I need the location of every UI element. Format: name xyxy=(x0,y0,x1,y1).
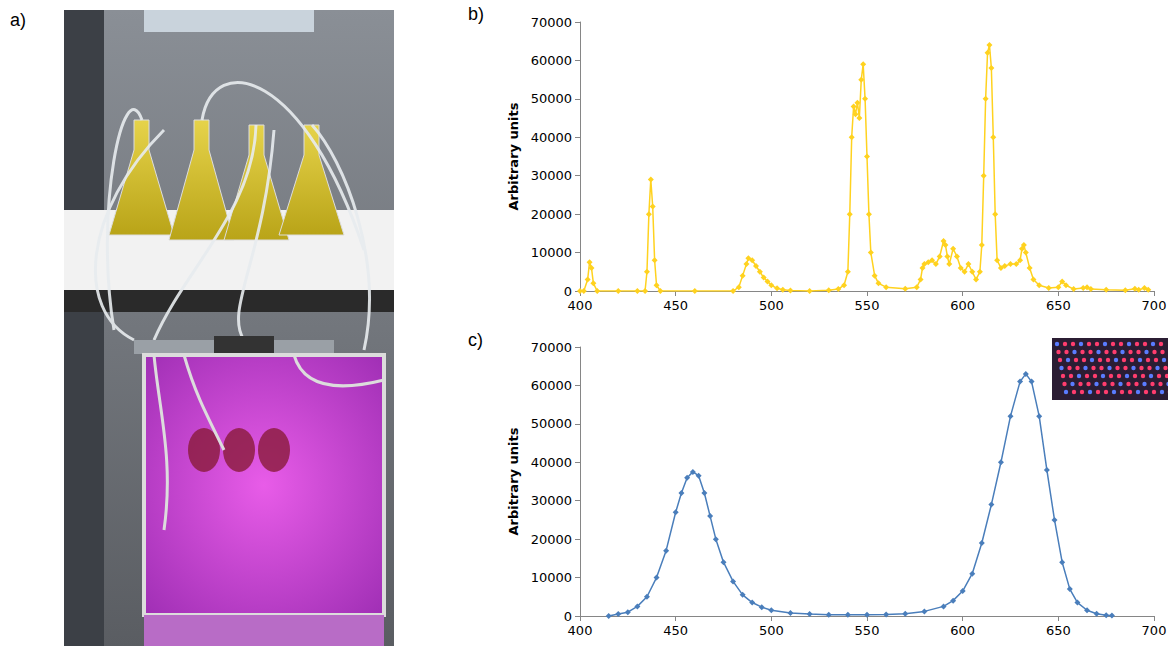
svg-text:30000: 30000 xyxy=(531,493,572,508)
svg-text:400: 400 xyxy=(568,623,593,638)
svg-text:70000: 70000 xyxy=(531,340,572,355)
svg-text:50000: 50000 xyxy=(531,91,572,106)
svg-text:50000: 50000 xyxy=(531,416,572,431)
svg-text:450: 450 xyxy=(663,623,688,638)
html-text:a): a) xyxy=(10,10,26,30)
svg-text:60000: 60000 xyxy=(531,53,572,68)
svg-text:60000: 60000 xyxy=(531,378,572,393)
svg-text:20000: 20000 xyxy=(531,207,572,222)
svg-text:650: 650 xyxy=(1046,623,1071,638)
svg-text:700: 700 xyxy=(1142,298,1167,313)
svg-text:10000: 10000 xyxy=(531,570,572,585)
svg-text:0: 0 xyxy=(564,609,572,624)
svg-text:550: 550 xyxy=(855,623,880,638)
svg-text:450: 450 xyxy=(663,298,688,313)
svg-text:Arbitrary units: Arbitrary units xyxy=(506,102,521,210)
svg-text:400: 400 xyxy=(568,298,593,313)
svg-text:550: 550 xyxy=(855,298,880,313)
svg-text:40000: 40000 xyxy=(531,455,572,470)
html-text:c): c) xyxy=(468,330,483,350)
svg-text:30000: 30000 xyxy=(531,168,572,183)
html-text:b): b) xyxy=(468,4,484,24)
svg-text:700: 700 xyxy=(1142,623,1167,638)
svg-text:600: 600 xyxy=(950,623,975,638)
svg-text:70000: 70000 xyxy=(531,15,572,30)
svg-text:650: 650 xyxy=(1046,298,1071,313)
svg-text:500: 500 xyxy=(759,298,784,313)
svg-text:500: 500 xyxy=(759,623,784,638)
svg-text:Arbitrary units: Arbitrary units xyxy=(506,427,521,535)
svg-text:10000: 10000 xyxy=(531,245,572,260)
svg-text:0: 0 xyxy=(564,284,572,299)
svg-text:600: 600 xyxy=(950,298,975,313)
svg-text:20000: 20000 xyxy=(531,532,572,547)
svg-text:40000: 40000 xyxy=(531,130,572,145)
